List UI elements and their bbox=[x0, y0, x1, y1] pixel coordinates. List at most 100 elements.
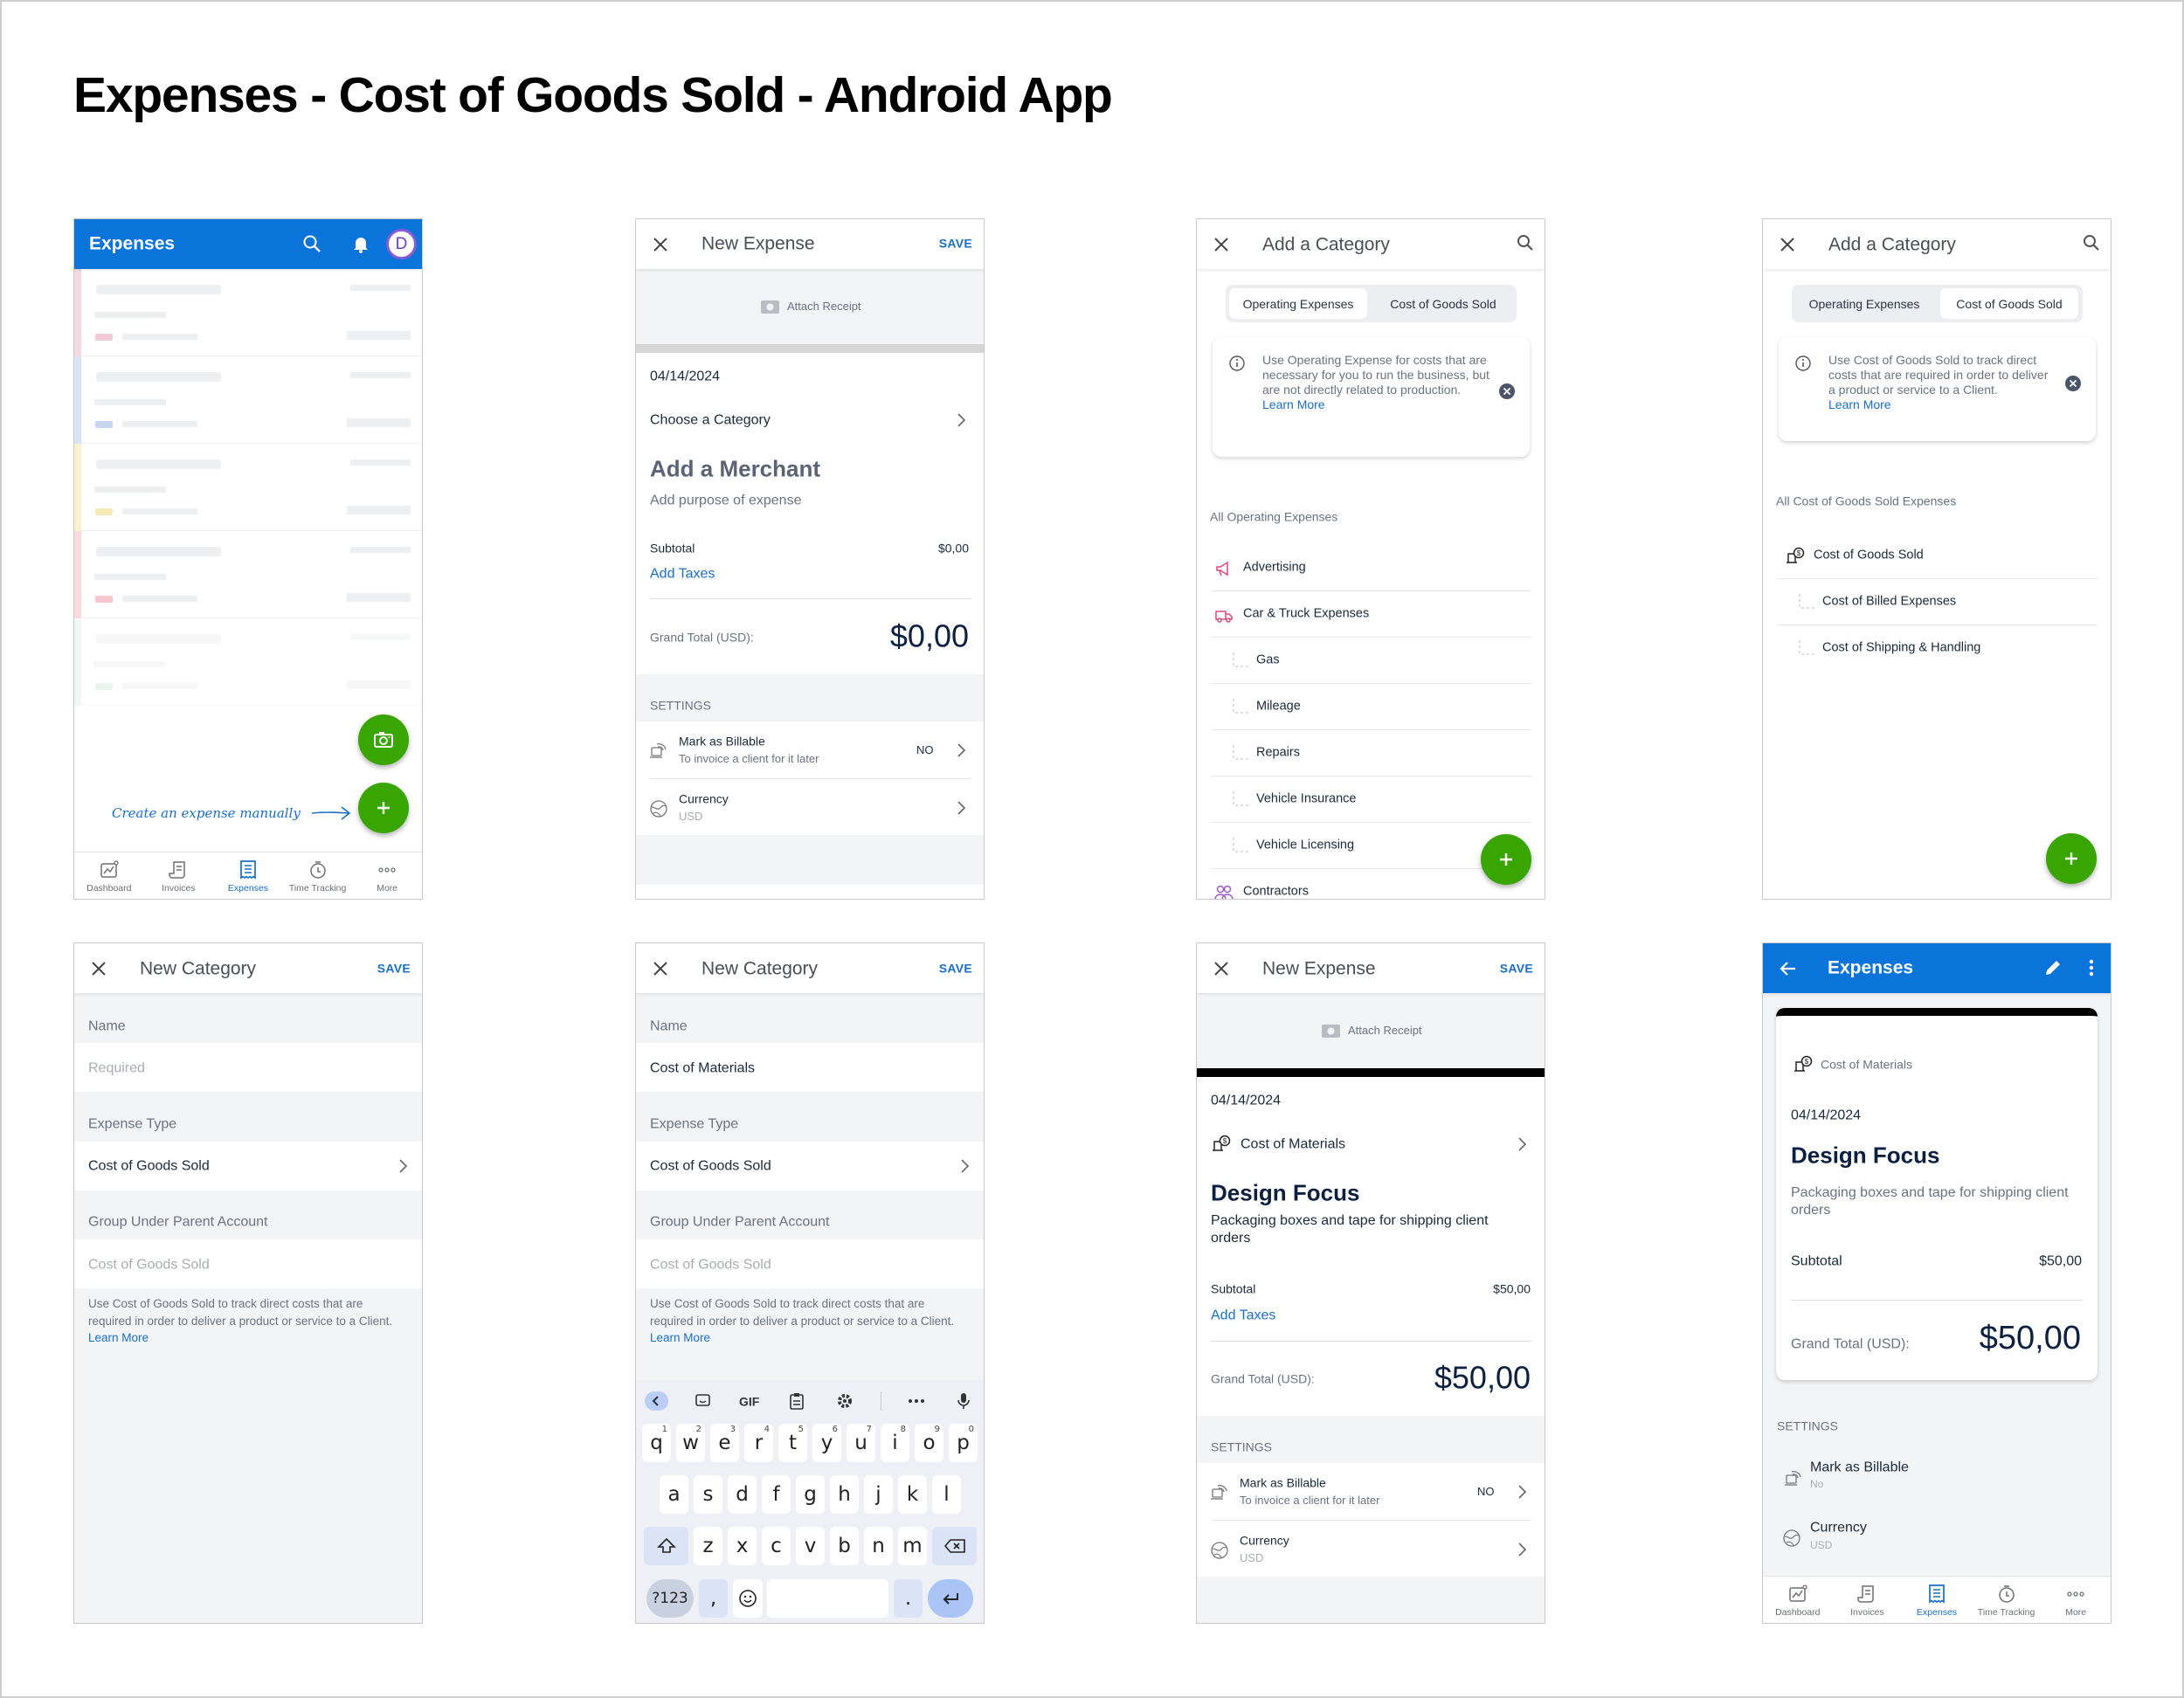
nav-item-dashboard[interactable]: Dashboard bbox=[1763, 1577, 1833, 1623]
microphone-icon[interactable] bbox=[954, 1391, 973, 1411]
key-j[interactable]: j bbox=[864, 1475, 893, 1514]
close-icon[interactable] bbox=[1213, 960, 1230, 977]
key-l[interactable]: l bbox=[932, 1475, 961, 1514]
sticker-icon[interactable] bbox=[694, 1391, 713, 1411]
attach-receipt-button[interactable]: Attach Receipt bbox=[1197, 993, 1545, 1068]
category-list-item[interactable]: Vehicle Licensing bbox=[1211, 823, 1531, 869]
key-s[interactable]: s bbox=[694, 1475, 722, 1514]
key-a[interactable]: a bbox=[660, 1475, 688, 1514]
name-input[interactable]: Cost of Materials bbox=[636, 1043, 984, 1092]
tab-cost-of-goods-sold[interactable]: Cost of Goods Sold bbox=[1390, 296, 1496, 311]
add-taxes-link[interactable]: Add Taxes bbox=[650, 566, 715, 582]
dismiss-icon[interactable] bbox=[2064, 375, 2082, 392]
category-list-item[interactable]: Cost of Billed Expenses bbox=[1777, 579, 2098, 625]
chevron-right-icon[interactable] bbox=[956, 800, 966, 816]
avatar[interactable]: D bbox=[386, 229, 417, 259]
selected-category[interactable]: Cost of Materials bbox=[1241, 1136, 1346, 1152]
key-m[interactable]: m bbox=[898, 1527, 927, 1565]
comma-key[interactable]: , bbox=[699, 1579, 728, 1618]
key-v[interactable]: v bbox=[796, 1527, 825, 1565]
key-f[interactable]: f bbox=[762, 1475, 791, 1514]
more-dots-icon[interactable] bbox=[907, 1391, 926, 1411]
save-button[interactable]: SAVE bbox=[377, 961, 411, 976]
add-category-button[interactable] bbox=[1481, 834, 1531, 885]
save-button[interactable]: SAVE bbox=[938, 236, 972, 251]
backspace-key[interactable] bbox=[932, 1527, 977, 1565]
nav-item-time-tracking[interactable]: Time Tracking bbox=[1972, 1577, 2042, 1623]
category-list-item[interactable]: Cost of Shipping & Handling bbox=[1777, 625, 2098, 672]
nav-item-expenses[interactable]: Expenses bbox=[213, 852, 283, 899]
close-icon[interactable] bbox=[1213, 236, 1230, 253]
close-icon[interactable] bbox=[652, 960, 669, 977]
learn-more-link[interactable]: Learn More bbox=[1262, 397, 1325, 411]
merchant-input[interactable]: Add a Merchant bbox=[650, 455, 821, 482]
learn-more-link[interactable]: Learn More bbox=[1828, 397, 1891, 411]
key-c[interactable]: c bbox=[762, 1527, 791, 1565]
clipboard-icon[interactable] bbox=[787, 1391, 806, 1411]
chevron-right-icon[interactable] bbox=[956, 742, 966, 758]
category-list-item[interactable]: Advertising bbox=[1211, 545, 1531, 591]
keyboard-collapse-button[interactable] bbox=[645, 1391, 668, 1411]
name-input[interactable]: Required bbox=[74, 1043, 422, 1092]
billable-title[interactable]: Mark as Billable bbox=[1240, 1475, 1326, 1490]
add-taxes-link[interactable]: Add Taxes bbox=[1211, 1308, 1276, 1323]
parent-account-select[interactable]: Cost of Goods Sold bbox=[74, 1239, 422, 1288]
learn-more-link[interactable]: Learn More bbox=[88, 1331, 149, 1344]
save-button[interactable]: SAVE bbox=[938, 961, 972, 976]
chevron-right-icon[interactable] bbox=[1517, 1542, 1527, 1557]
kebab-menu-icon[interactable] bbox=[2086, 957, 2097, 978]
key-k[interactable]: k bbox=[898, 1475, 927, 1514]
dismiss-icon[interactable] bbox=[1498, 383, 1516, 400]
save-button[interactable]: SAVE bbox=[1499, 961, 1533, 976]
learn-more-link[interactable]: Learn More bbox=[650, 1331, 711, 1344]
add-expense-button[interactable] bbox=[358, 783, 409, 833]
emoji-key[interactable] bbox=[733, 1579, 763, 1618]
search-icon[interactable] bbox=[301, 233, 322, 254]
pencil-icon[interactable] bbox=[2042, 957, 2063, 978]
category-list-item[interactable]: Mileage bbox=[1211, 684, 1531, 730]
settings-gear-icon[interactable] bbox=[835, 1391, 854, 1411]
chevron-right-icon[interactable] bbox=[1517, 1484, 1527, 1500]
symbols-key[interactable]: ?123 bbox=[646, 1579, 694, 1618]
tab-operating-expenses[interactable]: Operating Expenses bbox=[1229, 288, 1367, 319]
parent-account-select[interactable]: Cost of Goods Sold bbox=[636, 1239, 984, 1288]
nav-item-invoices[interactable]: Invoices bbox=[1833, 1577, 1903, 1623]
category-list-item[interactable]: Contractors bbox=[1211, 869, 1531, 899]
tab-operating-expenses[interactable]: Operating Expenses bbox=[1808, 296, 1920, 311]
expense-type-select[interactable]: Cost of Goods Sold bbox=[636, 1142, 984, 1191]
key-g[interactable]: g bbox=[796, 1475, 825, 1514]
purpose-input[interactable]: Packaging boxes and tape for shipping cl… bbox=[1211, 1213, 1489, 1246]
key-n[interactable]: n bbox=[864, 1527, 893, 1565]
key-x[interactable]: x bbox=[728, 1527, 757, 1565]
nav-item-time-tracking[interactable]: Time Tracking bbox=[283, 852, 353, 899]
category-list-item[interactable]: Car & Truck Expenses bbox=[1211, 591, 1531, 638]
scan-receipt-button[interactable] bbox=[358, 714, 409, 765]
attach-receipt-button[interactable]: Attach Receipt bbox=[636, 269, 984, 344]
expense-date[interactable]: 04/14/2024 bbox=[1211, 1093, 1282, 1108]
category-list-item[interactable]: $ Cost of Goods Sold bbox=[1777, 533, 2098, 579]
search-icon[interactable] bbox=[1515, 232, 1536, 253]
key-h[interactable]: h bbox=[830, 1475, 859, 1514]
add-category-button[interactable] bbox=[2046, 833, 2097, 884]
key-z[interactable]: z bbox=[694, 1527, 722, 1565]
category-list-item[interactable]: Repairs bbox=[1211, 730, 1531, 777]
nav-item-expenses[interactable]: Expenses bbox=[1902, 1577, 1972, 1623]
close-icon[interactable] bbox=[1779, 236, 1796, 253]
key-d[interactable]: d bbox=[728, 1475, 757, 1514]
tab-cost-of-goods-sold[interactable]: Cost of Goods Sold bbox=[1940, 288, 2078, 319]
currency-title[interactable]: Currency bbox=[679, 791, 729, 806]
close-icon[interactable] bbox=[90, 960, 107, 977]
currency-title[interactable]: Currency bbox=[1240, 1533, 1289, 1548]
search-icon[interactable] bbox=[2081, 232, 2102, 253]
space-key[interactable] bbox=[767, 1579, 888, 1618]
bell-icon[interactable] bbox=[350, 233, 371, 254]
